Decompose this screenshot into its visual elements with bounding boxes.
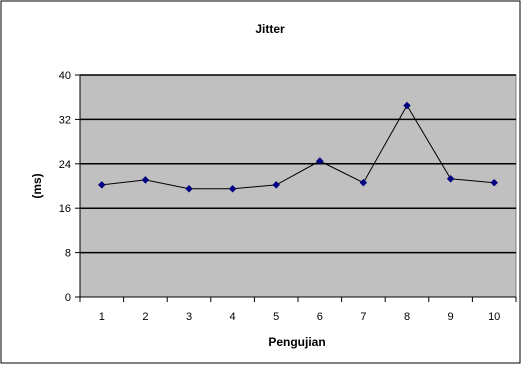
x-tick-label: 3 <box>186 311 192 323</box>
data-point <box>446 174 455 183</box>
data-point <box>97 181 106 189</box>
x-tick-label: 2 <box>142 311 148 323</box>
data-point <box>403 101 411 110</box>
y-axis-title: (ms) <box>30 173 44 198</box>
y-tick-label: 40 <box>59 70 71 82</box>
gridlines <box>80 74 516 254</box>
x-tick-label: 6 <box>317 311 323 323</box>
data-point <box>490 178 499 187</box>
data-point <box>141 176 150 184</box>
y-tick-label: 24 <box>59 159 71 171</box>
x-tick-label: 9 <box>448 311 454 323</box>
y-tick-label: 8 <box>65 248 71 260</box>
y-tick-label: 0 <box>65 292 71 304</box>
data-point <box>228 184 237 193</box>
x-tick-label: 8 <box>404 311 410 323</box>
x-tick-label: 10 <box>488 311 500 323</box>
data-point <box>359 178 368 187</box>
x-tick-label: 1 <box>99 311 105 323</box>
x-tick-label: 4 <box>230 311 236 323</box>
axes: 0 8 16 24 32 40 1 2 3 4 5 6 7 8 9 10 <box>59 70 517 323</box>
y-tick-label: 16 <box>59 203 71 215</box>
x-tick-label: 7 <box>360 311 366 323</box>
data-point <box>185 184 193 193</box>
series-layer <box>97 101 499 193</box>
plot-area <box>79 74 517 298</box>
data-point <box>315 157 324 165</box>
x-axis-title: Pengujian <box>268 335 325 349</box>
y-tick-label: 32 <box>59 114 71 126</box>
x-tick-label: 5 <box>273 311 279 323</box>
data-point <box>272 181 281 189</box>
chart-title: Jitter <box>255 22 285 36</box>
series-line <box>101 104 495 190</box>
